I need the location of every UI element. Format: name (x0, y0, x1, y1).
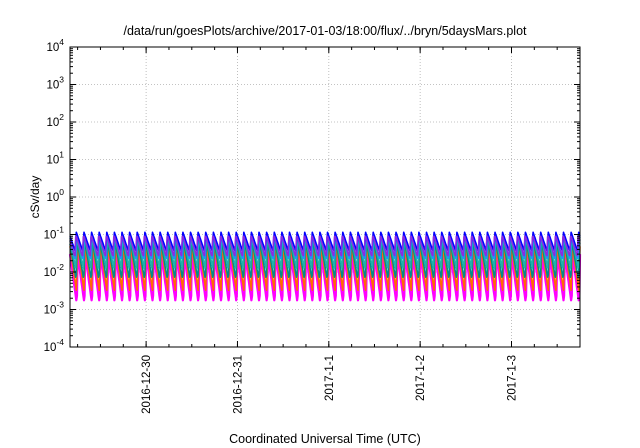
x-axis: 2016-12-30 2016-12-31 2017-1-1 2017-1-2 2017… (77, 47, 558, 414)
y-tick-label: 103 (46, 75, 64, 92)
chart-title: /data/run/goesPlots/archive/2017-01-03/1… (123, 24, 527, 38)
x-tick-label: 2017-1-3 (506, 355, 518, 401)
x-tick-label: 2017-1-2 (415, 355, 427, 401)
y-tick-label: 10-1 (44, 225, 65, 242)
series-line (69, 231, 581, 252)
y-tick-label: 102 (46, 112, 64, 129)
y-tick-label: 10-2 (44, 262, 65, 279)
y-axis: 10-4 10-3 10-2 10-1 100 101 102 103 104 (44, 37, 580, 354)
y-tick-label: 104 (46, 37, 64, 54)
x-axis-label: Coordinated Universal Time (UTC) (229, 432, 421, 446)
series-line (69, 240, 581, 278)
y-tick-label: 10-3 (44, 300, 65, 317)
y-axis-label: cSv/day (28, 176, 42, 219)
x-tick-label: 2016-12-30 (141, 355, 153, 414)
series-line (69, 235, 581, 257)
y-tick-label: 100 (46, 187, 64, 204)
series-group (68, 231, 582, 302)
series-line (68, 253, 582, 302)
y-tick-label: 101 (46, 150, 64, 167)
grid-lines (70, 47, 580, 347)
x-tick-label: 2017-1-1 (324, 355, 336, 401)
y-tick-label: 10-4 (44, 337, 65, 354)
x-tick-label: 2016-12-31 (232, 355, 244, 414)
